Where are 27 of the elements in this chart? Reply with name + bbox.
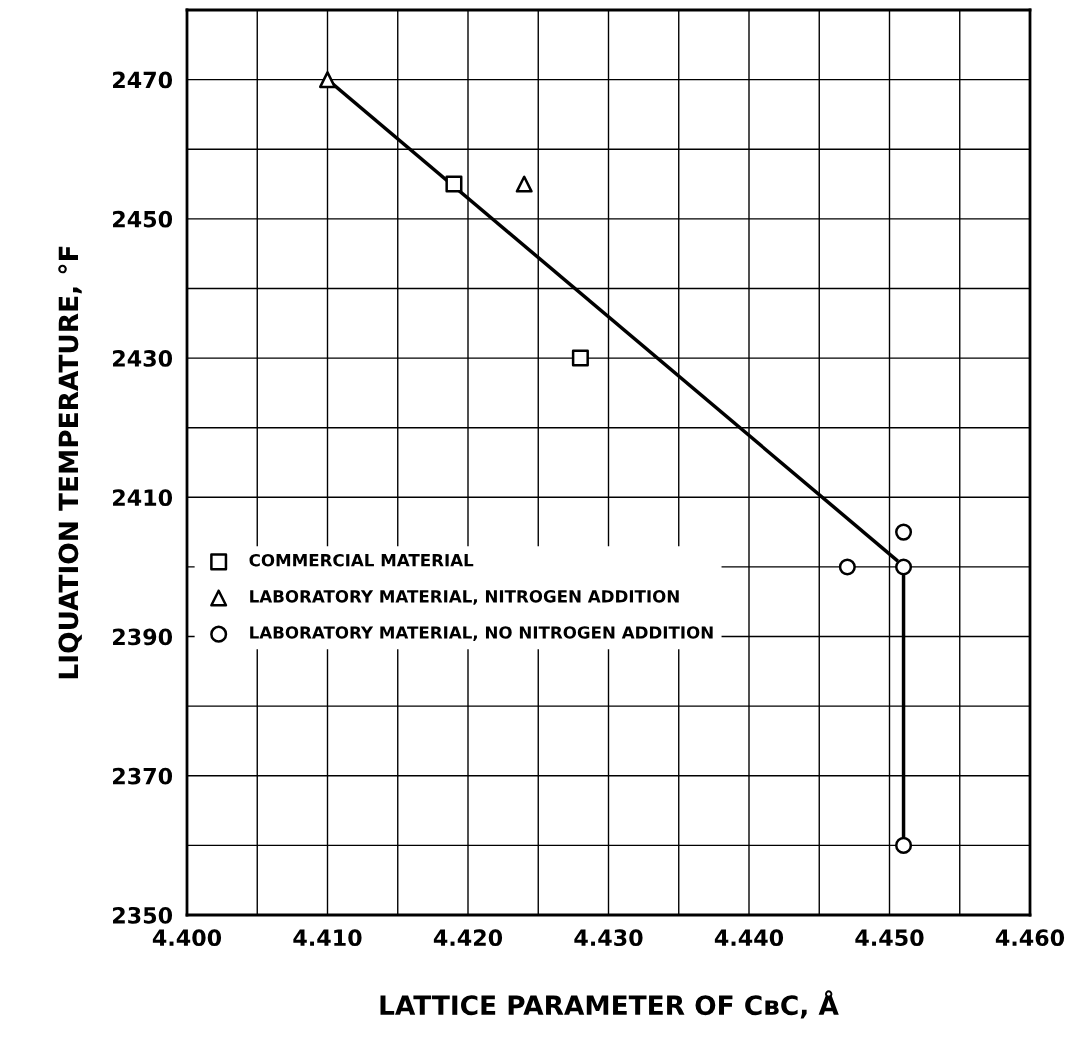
- y-tick-label: 2390: [113, 628, 173, 646]
- y-tick-label: 2430: [113, 350, 173, 367]
- point: [895, 836, 913, 854]
- x-tick-label: 4.440: [714, 929, 784, 947]
- point: [515, 175, 533, 193]
- x-tick-label: 4.430: [574, 929, 643, 947]
- point: [445, 175, 463, 193]
- y-tick-label: 2450: [113, 210, 173, 228]
- y-tick-label: 2370: [113, 767, 173, 785]
- point: [838, 558, 856, 576]
- point: [895, 523, 913, 541]
- x-tick-label: 4.410: [293, 929, 362, 947]
- y-tick-label: 2410: [113, 489, 173, 507]
- x-tick-label: 4.460: [995, 929, 1065, 947]
- legend-label: LABORATORY MATERIAL, NITROGEN ADDITION: [250, 590, 679, 605]
- legend-label: COMMERCIAL MATERIAL: [249, 553, 474, 567]
- x-tick-label: 4.450: [855, 929, 924, 947]
- y-tick-label: 2470: [113, 71, 173, 89]
- x-tick-label: 4.400: [152, 929, 222, 947]
- x-tick-label: 4.420: [433, 929, 503, 947]
- point: [318, 71, 337, 89]
- point: [571, 349, 589, 367]
- y-tick-label: 2350: [113, 906, 173, 924]
- point: [895, 558, 913, 576]
- x-axis-title: LATTICE PARAMETER OF CʙC, Å: [380, 990, 839, 1019]
- legend-label: LABORATORY MATERIAL, NO NITROGEN ADDITION: [250, 626, 713, 641]
- y-axis-title: LIQUATION TEMPERATURE, °F: [58, 246, 82, 679]
